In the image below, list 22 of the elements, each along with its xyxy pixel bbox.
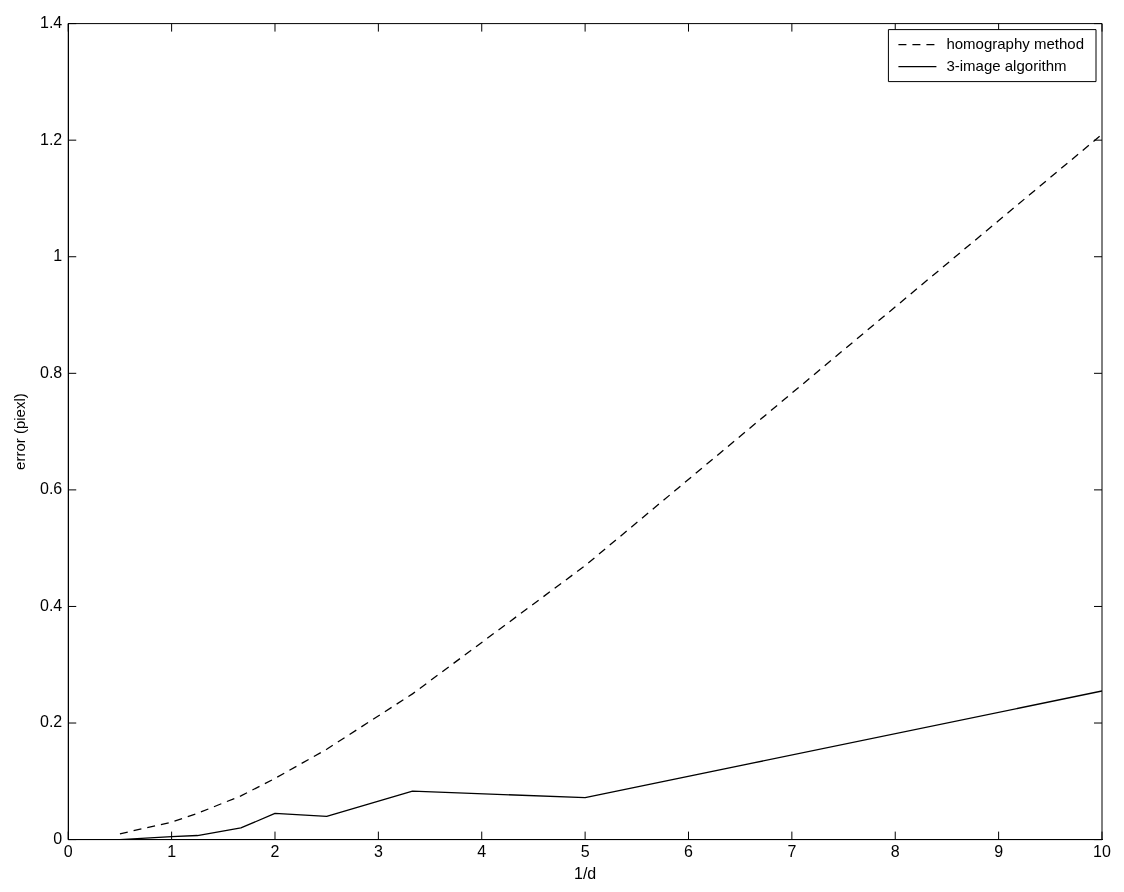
x-tick-label: 2 <box>270 842 280 860</box>
x-tick-label: 4 <box>477 842 487 860</box>
x-tick-label: 6 <box>684 842 694 860</box>
x-tick-label: 1 <box>167 842 177 860</box>
y-tick-label: 1.2 <box>39 130 63 148</box>
y-tick-label: 0.8 <box>39 363 63 381</box>
y-tick-label: 0.6 <box>39 480 63 498</box>
legend-label: homography method <box>946 34 1085 52</box>
y-tick-label: 0.4 <box>39 596 63 614</box>
x-tick-label: 3 <box>373 842 383 860</box>
y-tick-label: 0 <box>53 830 63 848</box>
x-tick-label: 9 <box>994 842 1004 860</box>
y-tick-label: 0.2 <box>39 713 63 731</box>
x-tick-label: 7 <box>787 842 797 860</box>
y-tick-label: 1 <box>53 247 63 265</box>
x-tick-label: 5 <box>580 842 590 860</box>
x-tick-label: 10 <box>1093 842 1111 860</box>
y-axis-title: error (piexl) <box>11 393 29 470</box>
x-tick-label: 8 <box>890 842 900 860</box>
x-axis-title: 1/d <box>574 864 597 882</box>
legend-label: 3-image algorithm <box>946 56 1067 74</box>
y-tick-label: 1.4 <box>39 14 63 32</box>
